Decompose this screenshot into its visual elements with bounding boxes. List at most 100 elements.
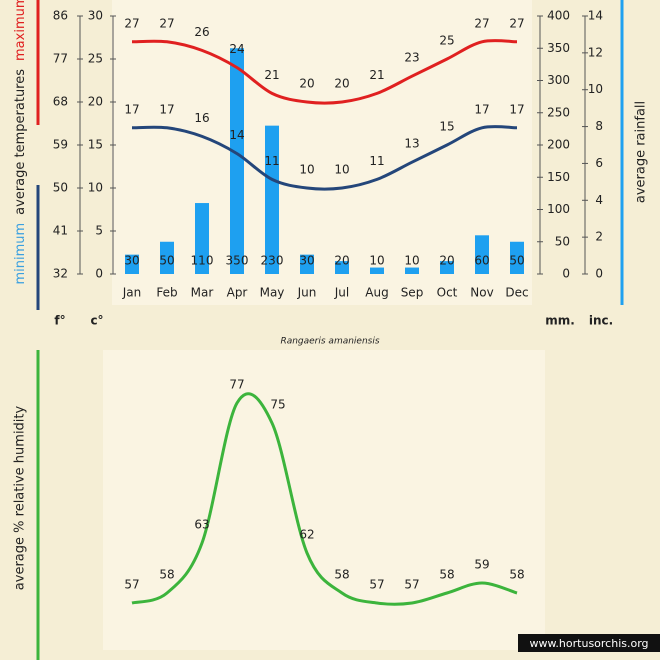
value-label: 59 <box>474 558 489 572</box>
value-label: 10 <box>299 163 314 177</box>
bar <box>335 261 349 274</box>
tick-label: 10 <box>588 82 603 96</box>
value-label: 20 <box>334 77 349 91</box>
bar-label: 20 <box>334 254 349 268</box>
bar <box>370 267 384 274</box>
bar <box>230 48 244 274</box>
tick-label: 50 <box>555 234 570 248</box>
tick-label: 14 <box>588 9 603 23</box>
tick-label: 77 <box>53 52 68 66</box>
tick-label: 2 <box>595 230 603 244</box>
bar-label: 60 <box>474 254 489 268</box>
value-label: 75 <box>270 398 285 412</box>
bar <box>475 235 489 274</box>
f-unit: f° <box>54 314 65 328</box>
tick-label: 400 <box>547 9 570 23</box>
value-label: 58 <box>509 568 524 582</box>
value-label: 17 <box>124 102 139 116</box>
value-label: 13 <box>404 137 419 151</box>
value-label: 25 <box>439 34 454 48</box>
bar-label: 50 <box>509 254 524 268</box>
tick-label: 59 <box>53 138 68 152</box>
value-label: 16 <box>194 111 209 125</box>
tick-label: 0 <box>562 267 570 281</box>
value-label: 62 <box>299 528 314 542</box>
line <box>131 392 518 606</box>
value-label: 77 <box>229 378 244 392</box>
tick-label: 86 <box>53 9 68 23</box>
bar-label: 30 <box>299 254 314 268</box>
tick-label: 15 <box>88 138 103 152</box>
footer-bg <box>518 634 660 652</box>
y2-label: average rainfall <box>634 101 649 203</box>
bar-label: 110 <box>191 254 214 268</box>
tick-label: 10 <box>88 181 103 195</box>
x-tick-label: Aug <box>365 286 388 300</box>
value-label: 27 <box>509 16 524 30</box>
tick-label: 0 <box>595 267 603 281</box>
x-tick-label: May <box>260 286 285 300</box>
line <box>131 125 518 191</box>
value-label: 58 <box>439 568 454 582</box>
mm-unit: mm. <box>545 314 575 328</box>
value-label: 20 <box>299 77 314 91</box>
bar-label: 230 <box>261 254 284 268</box>
tick-label: 8 <box>595 119 603 133</box>
value-label: 21 <box>369 68 384 82</box>
x-tick-label: Jul <box>334 286 349 300</box>
value-label: 23 <box>404 51 419 65</box>
max-label: maximum <box>13 0 28 61</box>
bar <box>125 254 139 274</box>
tick-label: 5 <box>95 224 103 238</box>
in-unit: inc. <box>589 314 613 328</box>
tick-label: 6 <box>595 156 603 170</box>
bar-label: 10 <box>404 254 419 268</box>
min-label: minimum <box>13 223 28 285</box>
value-label: 17 <box>159 102 174 116</box>
value-label: 58 <box>334 568 349 582</box>
value-label: 57 <box>369 578 384 592</box>
x-tick-label: Feb <box>156 286 177 300</box>
bar <box>195 203 209 274</box>
bar-label: 30 <box>124 254 139 268</box>
value-label: 58 <box>159 568 174 582</box>
bar-label: 10 <box>369 254 384 268</box>
tick-label: 100 <box>547 202 570 216</box>
tick-label: 150 <box>547 170 570 184</box>
x-tick-label: Sep <box>401 286 424 300</box>
x-tick-label: Dec <box>505 286 528 300</box>
bar <box>510 241 524 274</box>
bar-label: 20 <box>439 254 454 268</box>
plot-bg <box>103 350 545 650</box>
value-label: 26 <box>194 25 209 39</box>
tick-label: 32 <box>53 267 68 281</box>
value-label: 57 <box>124 578 139 592</box>
tick-label: 4 <box>595 193 603 207</box>
tick-label: 0 <box>95 267 103 281</box>
line <box>131 39 518 105</box>
bar <box>265 125 279 275</box>
value-label: 11 <box>264 154 279 168</box>
x-tick-label: Jun <box>297 286 317 300</box>
bar <box>160 241 174 274</box>
humidity-label: average % relative humidity <box>13 405 28 590</box>
tick-label: 30 <box>88 9 103 23</box>
y-label-text: average temperatures <box>13 69 28 215</box>
value-label: 27 <box>124 16 139 30</box>
tick-label: 50 <box>53 181 68 195</box>
x-tick-label: Mar <box>191 286 214 300</box>
subtitle: Rangaeris amaniensis <box>280 337 379 347</box>
value-label: 27 <box>474 16 489 30</box>
bar <box>405 267 419 274</box>
value-label: 17 <box>474 102 489 116</box>
tick-label: 12 <box>588 45 603 59</box>
value-label: 24 <box>229 42 244 56</box>
tick-label: 350 <box>547 41 570 55</box>
value-label: 63 <box>194 518 209 532</box>
value-label: 11 <box>369 154 384 168</box>
value-label: 27 <box>159 16 174 30</box>
c-unit: c° <box>90 314 103 328</box>
tick-label: 41 <box>53 224 68 238</box>
tick-label: 250 <box>547 105 570 119</box>
